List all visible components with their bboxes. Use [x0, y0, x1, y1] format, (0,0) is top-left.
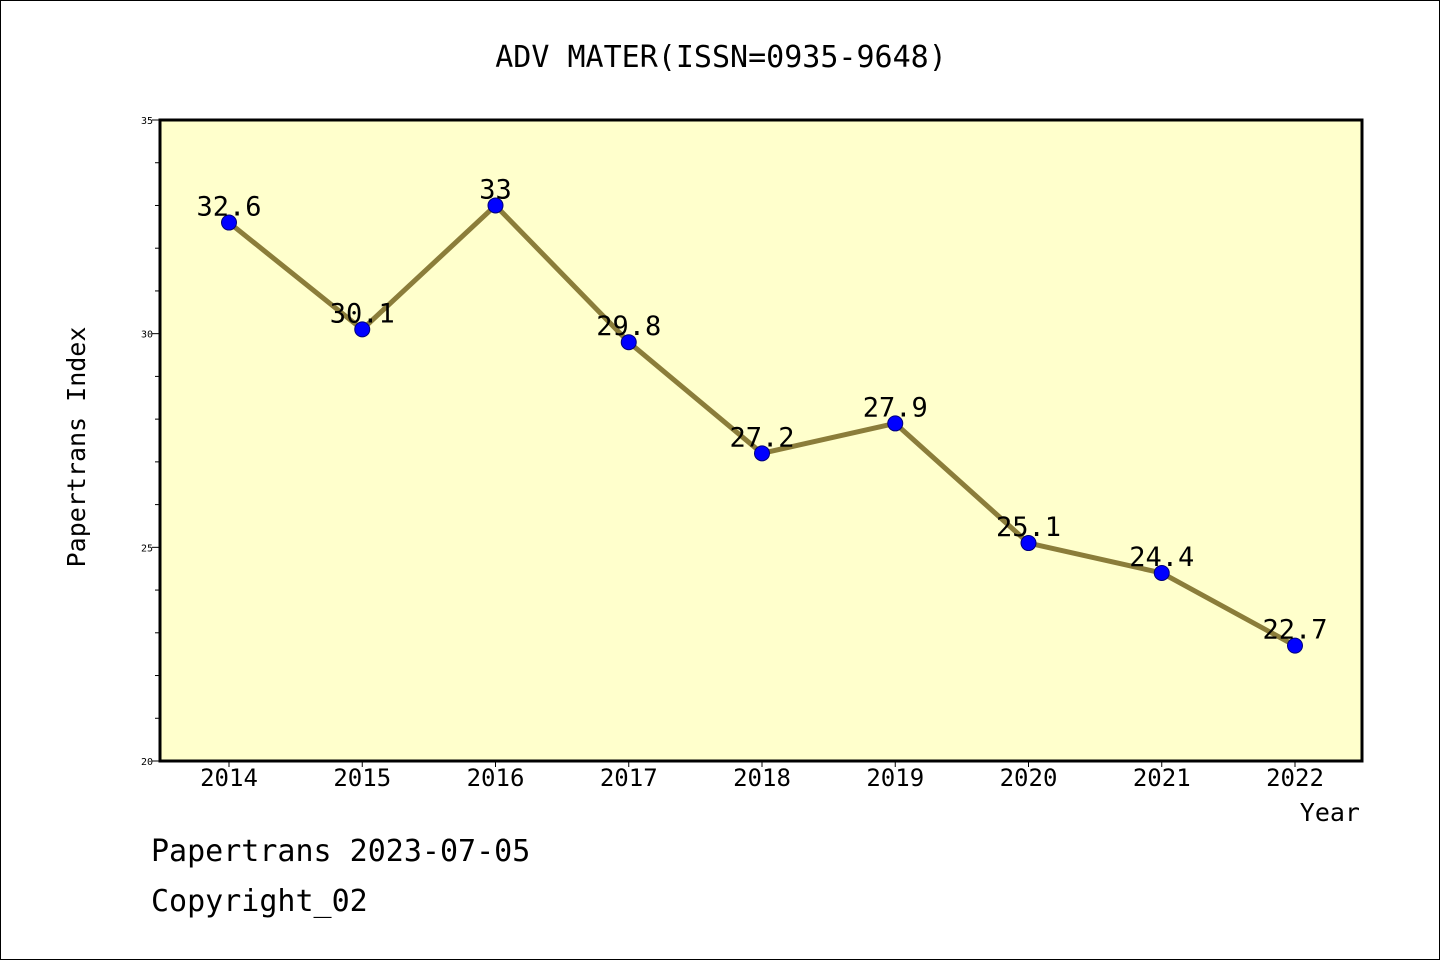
y-tick-label: 25 [141, 543, 153, 554]
y-tick-label: 35 [141, 116, 153, 127]
y-axis: 20 25 30 35 [141, 116, 160, 768]
data-label: 30.1 [330, 298, 395, 329]
data-point [354, 321, 371, 338]
data-point [1153, 564, 1170, 581]
data-label: 24.4 [1129, 542, 1194, 573]
data-point [221, 214, 237, 231]
data-point [620, 334, 637, 351]
data-label: 25.1 [996, 512, 1061, 543]
x-tick-label: 2016 [467, 764, 525, 792]
data-point [754, 445, 770, 462]
data-point [887, 415, 904, 432]
plot-area [158, 118, 1364, 763]
y-tick-label: 20 [141, 757, 153, 768]
y-tick-label: 30 [141, 330, 153, 341]
data-label: 32.6 [196, 192, 261, 223]
x-tick-label: 2018 [733, 764, 791, 792]
data-label: 27.2 [729, 422, 794, 453]
y-axis-label: Papertrans Index [62, 327, 91, 568]
footer-date-text: Papertrans 2023-07-05 [151, 834, 531, 869]
data-point [1287, 637, 1303, 654]
data-label: 27.9 [863, 392, 928, 423]
data-label: 22.7 [1262, 615, 1327, 646]
x-tick-label: 2015 [333, 764, 391, 792]
data-label: 33 [479, 174, 512, 205]
x-tick-label: 2017 [600, 764, 658, 792]
data-label: 29.8 [596, 311, 661, 342]
x-tick-label: 2014 [200, 764, 258, 792]
series-layer: 32.6 30.1 33 29.8 27.2 27.9 25.1 24.4 22.7 [196, 174, 1328, 654]
x-tick-label: 2019 [866, 764, 924, 792]
x-tick-label: 2022 [1266, 764, 1324, 792]
chart-title: ADV MATER(ISSN=0935-9648) [495, 40, 947, 75]
x-axis-label: Year [1300, 798, 1360, 827]
data-point [487, 197, 504, 214]
data-point [1020, 535, 1037, 552]
footer-copyright-text: Copyright_02 [151, 884, 368, 919]
x-tick-label: 2021 [1133, 764, 1191, 792]
x-tick-label: 2020 [1000, 764, 1058, 792]
x-axis: 2014 2015 2016 2017 2018 2019 2020 2021 2022 [200, 761, 1324, 792]
